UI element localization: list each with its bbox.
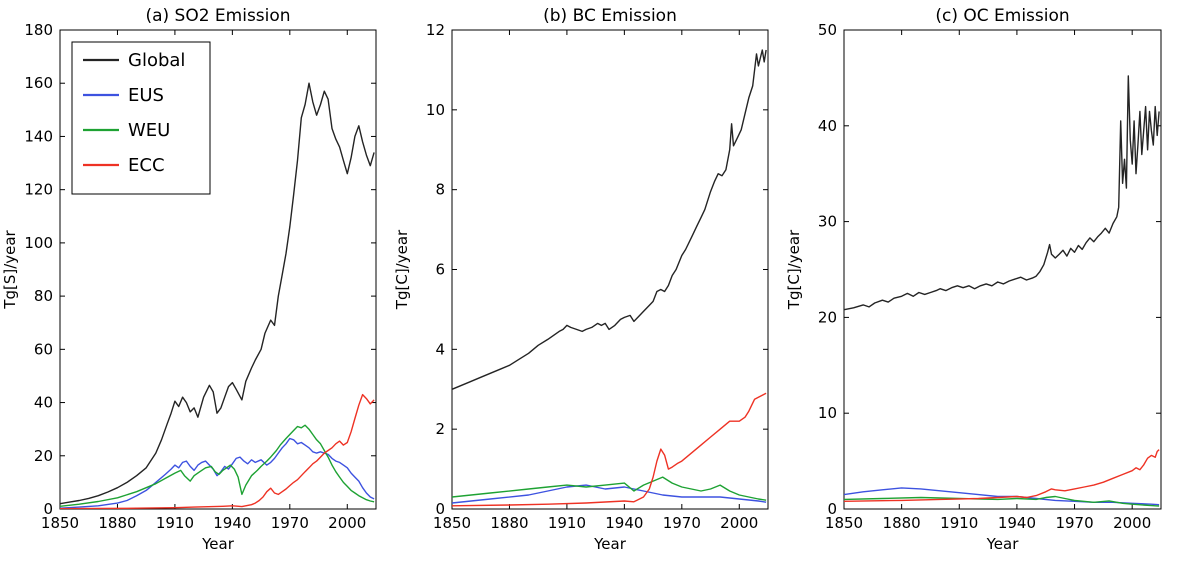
panel-so2: 1850 1880 1910 1940 1970 2000 0 20 40 60 80 100 120 1… xyxy=(0,0,392,561)
legend-box xyxy=(71,41,211,195)
y-tick-label: 140 xyxy=(24,127,53,145)
so2-emission-chart: 1850 1880 1910 1940 1970 2000 0 20 40 60 80 100 120 1… xyxy=(1,6,377,553)
y-tick-label: 0 xyxy=(43,500,53,518)
chart-title: (b) BC Emission xyxy=(543,6,677,26)
y-tick-label: 50 xyxy=(818,21,837,39)
series-line-global xyxy=(844,75,1160,311)
x-tick-label: 1880 xyxy=(98,514,136,532)
x-tick-label: 1940 xyxy=(998,514,1036,532)
x-tick-label: 1970 xyxy=(271,514,309,532)
oc-emission-chart: 1850 1880 1910 1940 1970 2000 0 10 20 30 40 50 (c) O… xyxy=(785,6,1162,553)
y-axis-label: Tg[C]/year xyxy=(393,229,411,310)
y-tick-label: 120 xyxy=(24,181,53,199)
x-tick-label: 2000 xyxy=(328,514,366,532)
chart-title: (c) OC Emission xyxy=(935,6,1069,26)
x-tick-label: 1970 xyxy=(1055,514,1093,532)
legend-label-eus: EUS xyxy=(128,85,164,106)
x-axis-label: Year xyxy=(986,535,1020,553)
series-line-eus xyxy=(60,437,375,509)
x-tick-label: 1940 xyxy=(213,514,251,532)
x-axis-label: Year xyxy=(593,535,627,553)
y-tick-label: 40 xyxy=(818,117,837,135)
y-tick-label: 12 xyxy=(426,21,445,39)
y-tick-label: 2 xyxy=(435,420,445,438)
series-line-ecc xyxy=(60,393,375,509)
chart-title: (a) SO2 Emission xyxy=(145,6,290,26)
series-line-ecc xyxy=(844,449,1160,502)
y-tick-label: 20 xyxy=(34,447,53,465)
series-line-global xyxy=(452,49,767,390)
x-tick-label: 1850 xyxy=(41,514,79,532)
y-tick-label: 160 xyxy=(24,74,53,92)
series-line-weu xyxy=(60,424,375,507)
x-tick-label: 1850 xyxy=(433,514,471,532)
y-tick-label: 6 xyxy=(435,261,445,279)
x-tick-label: 1940 xyxy=(605,514,643,532)
panel-bc: 1850 1880 1910 1940 1970 2000 0 2 4 6 8 10 12 (b) BC … xyxy=(392,0,784,561)
x-tick-label: 1910 xyxy=(156,514,194,532)
legend-label-global: Global xyxy=(128,50,185,71)
series-line-weu xyxy=(844,495,1160,507)
y-tick-label: 40 xyxy=(34,394,53,412)
y-tick-label: 10 xyxy=(426,101,445,119)
plot-frame xyxy=(451,29,769,510)
y-tick-label: 100 xyxy=(24,234,53,252)
panel-oc: 1850 1880 1910 1940 1970 2000 0 10 20 30 40 50 (c) O… xyxy=(784,0,1177,561)
x-tick-label: 1880 xyxy=(883,514,921,532)
y-axis-label: Tg[S]/year xyxy=(1,229,19,309)
x-tick-label: 2000 xyxy=(720,514,758,532)
x-tick-label: 1850 xyxy=(825,514,863,532)
plot-frame xyxy=(843,29,1162,510)
x-tick-label: 1910 xyxy=(940,514,978,532)
legend-label-ecc: ECC xyxy=(128,155,165,176)
series-line-eus xyxy=(452,484,767,504)
y-tick-label: 0 xyxy=(827,500,837,518)
y-tick-label: 20 xyxy=(818,308,837,326)
y-tick-label: 30 xyxy=(818,213,837,231)
series-line-global xyxy=(60,82,375,505)
y-tick-label: 0 xyxy=(435,500,445,518)
series-line-weu xyxy=(452,476,767,501)
x-tick-label: 1970 xyxy=(663,514,701,532)
x-axis-label: Year xyxy=(201,535,235,553)
y-tick-label: 60 xyxy=(34,340,53,358)
series-line-ecc xyxy=(452,392,767,507)
x-tick-label: 1880 xyxy=(490,514,528,532)
y-tick-label: 8 xyxy=(435,181,445,199)
x-tick-label: 1910 xyxy=(548,514,586,532)
y-tick-label: 180 xyxy=(24,21,53,39)
x-tick-label: 2000 xyxy=(1113,514,1151,532)
y-tick-label: 80 xyxy=(34,287,53,305)
y-axis-label: Tg[C]/year xyxy=(785,229,803,310)
bc-emission-chart: 1850 1880 1910 1940 1970 2000 0 2 4 6 8 10 12 (b) BC … xyxy=(393,6,769,553)
y-tick-label: 4 xyxy=(435,340,445,358)
legend-label-weu: WEU xyxy=(128,120,170,141)
y-tick-label: 10 xyxy=(818,404,837,422)
